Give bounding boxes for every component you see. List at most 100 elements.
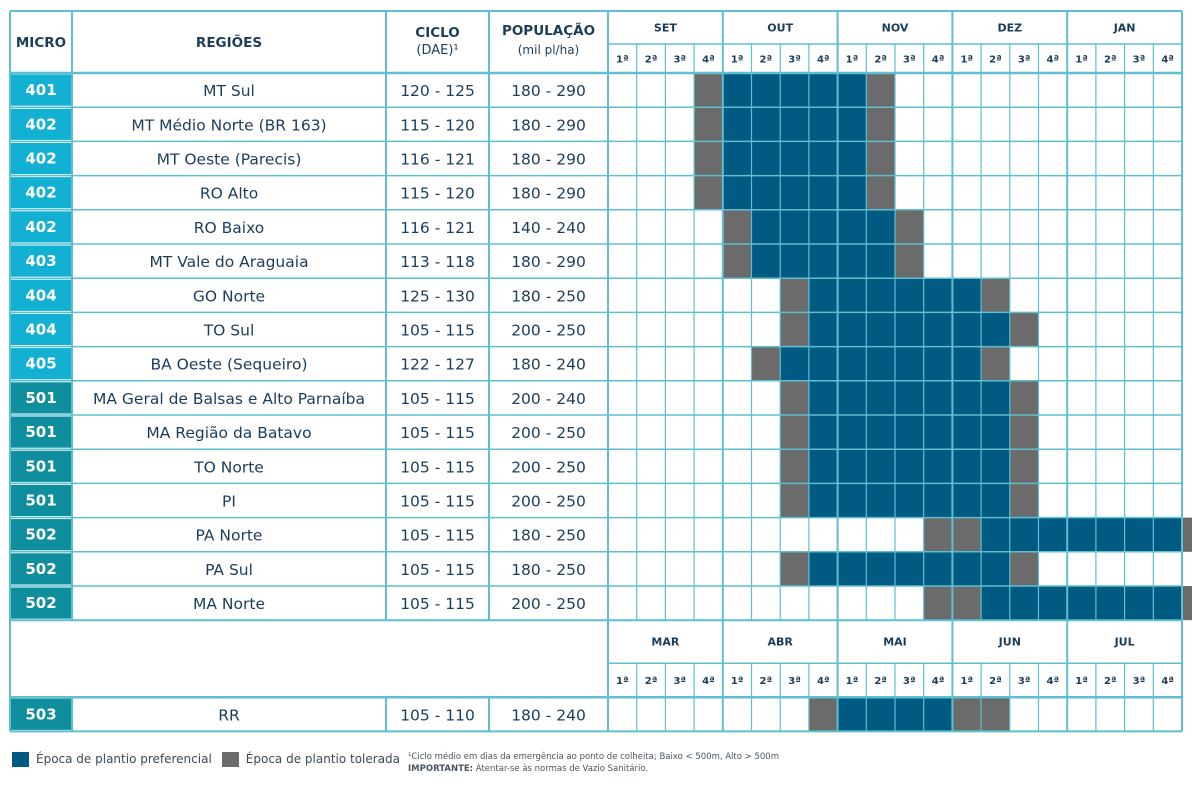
row-population: 140 - 240	[511, 219, 586, 237]
row-tolerated-week	[895, 244, 924, 279]
row-preferred-week	[923, 278, 953, 313]
row-tolerated-week	[780, 415, 809, 450]
row-tolerated-week	[694, 175, 723, 210]
top-week-label: 3ª	[673, 55, 686, 66]
legend-swatch-preferential	[12, 751, 29, 767]
row-preferred-week	[1095, 586, 1125, 621]
row-preferred-week	[1124, 517, 1154, 552]
bottom-month-label: ABR	[768, 636, 794, 649]
row-micro-cell	[11, 519, 71, 551]
row-preferred-week	[837, 175, 867, 210]
footnote-block: ¹Ciclo médio em dias da emergência ao po…	[408, 751, 779, 775]
row-preferred-week	[923, 380, 953, 415]
bottom-week-label: 4ª	[702, 676, 715, 687]
top-month-label: OUT	[767, 22, 793, 35]
row-tolerated-week	[981, 278, 1010, 313]
row-preferred-week	[981, 551, 1010, 586]
row-tolerated-week	[694, 73, 723, 108]
legend-swatch-tolerated	[221, 751, 239, 767]
row-tolerated-week	[722, 209, 752, 244]
row-preferred-week	[1095, 517, 1125, 552]
row-preferred-week	[837, 483, 867, 518]
bottom-week-label: 2ª	[989, 676, 1002, 687]
header-population: POPULAÇÃO	[502, 22, 595, 39]
row-preferred-week	[895, 415, 924, 450]
row-preferred-week	[837, 346, 867, 381]
row-preferred-week	[895, 551, 924, 586]
row-region: PA Norte	[196, 527, 263, 545]
row-preferred-week	[722, 107, 752, 142]
row-preferred-week	[837, 73, 867, 108]
row-preferred-week	[895, 278, 924, 313]
row-bottom-micro: 503	[25, 705, 56, 723]
bottom-week-label: 4ª	[932, 676, 945, 687]
row-preferred-week	[866, 551, 895, 586]
footnote-text: ¹Ciclo médio em dias da emergência ao po…	[408, 752, 779, 762]
row-preferred-week	[981, 380, 1010, 415]
row-tolerated-week	[952, 517, 982, 552]
row-preferred-week	[837, 380, 867, 415]
row-preferred-week	[923, 346, 953, 381]
row-cycle: 105 - 115	[400, 493, 475, 511]
row-preferred-week	[837, 107, 867, 142]
row-tolerated-week	[780, 449, 809, 484]
row-preferred-week	[808, 415, 838, 450]
row-cycle: 120 - 125	[400, 82, 475, 100]
row-preferred-week	[952, 449, 982, 484]
top-week-label: 3ª	[1133, 55, 1146, 66]
row-preferred-week	[923, 415, 953, 450]
row-preferred-week	[866, 209, 895, 244]
row-population: 180 - 290	[511, 185, 586, 203]
bottom-week-label: 3ª	[1133, 676, 1146, 687]
row-micro: 502	[25, 560, 56, 578]
row-preferred-week	[780, 175, 809, 210]
legend-label-tolerated: Época de plantio tolerada	[245, 752, 401, 766]
row-preferred-week	[923, 551, 953, 586]
header-cycle-sub: (DAE)¹	[416, 43, 458, 58]
top-month-label: JAN	[1113, 22, 1136, 35]
row-tolerated-week	[780, 380, 809, 415]
row-micro-cell	[11, 416, 71, 448]
top-week-label: 2ª	[874, 55, 887, 66]
header-regions: REGIÕES	[196, 33, 262, 51]
row-preferred-week	[1067, 517, 1096, 552]
row-preferred-week	[722, 175, 752, 210]
row-preferred-week	[808, 244, 838, 279]
row-preferred-week	[866, 483, 895, 518]
row-micro: 402	[25, 184, 56, 202]
bottom-week-label: 4ª	[817, 676, 830, 687]
row-tolerated-week	[722, 244, 752, 279]
row-tolerated-week	[952, 586, 982, 621]
bottom-month-label: MAI	[883, 636, 907, 649]
row-population: 180 - 290	[511, 116, 586, 134]
top-week-label: 1ª	[616, 55, 629, 66]
row-preferred-week	[1067, 586, 1096, 621]
row-preferred-week	[981, 312, 1010, 347]
row-micro: 402	[25, 150, 56, 168]
row-preferred-week	[780, 141, 809, 176]
row-micro: 405	[25, 355, 56, 373]
row-region: TO Sul	[203, 322, 255, 340]
row-tolerated-week	[1009, 312, 1039, 347]
row-preferred-week	[837, 278, 867, 313]
row-preferred-week	[722, 141, 752, 176]
row-bottom-micro-cell	[11, 698, 71, 730]
row-bottom-preferred-week	[923, 697, 953, 732]
top-week-label: 4ª	[702, 55, 715, 66]
row-micro-cell	[11, 177, 71, 209]
row-preferred-week	[780, 209, 809, 244]
row-bottom-preferred-week	[895, 697, 924, 732]
row-tolerated-week	[1182, 517, 1192, 552]
row-preferred-week	[981, 517, 1010, 552]
row-preferred-week	[808, 107, 838, 142]
row-preferred-week	[923, 449, 953, 484]
row-micro-cell	[11, 382, 71, 414]
important-note: IMPORTANTE: Atentar-se às normas de Vazi…	[408, 763, 779, 775]
row-tolerated-week	[1009, 380, 1039, 415]
row-micro: 501	[25, 423, 56, 441]
top-week-label: 4ª	[1047, 55, 1060, 66]
row-cycle: 105 - 115	[400, 595, 475, 613]
row-preferred-week	[895, 449, 924, 484]
row-cycle: 115 - 120	[400, 185, 475, 203]
